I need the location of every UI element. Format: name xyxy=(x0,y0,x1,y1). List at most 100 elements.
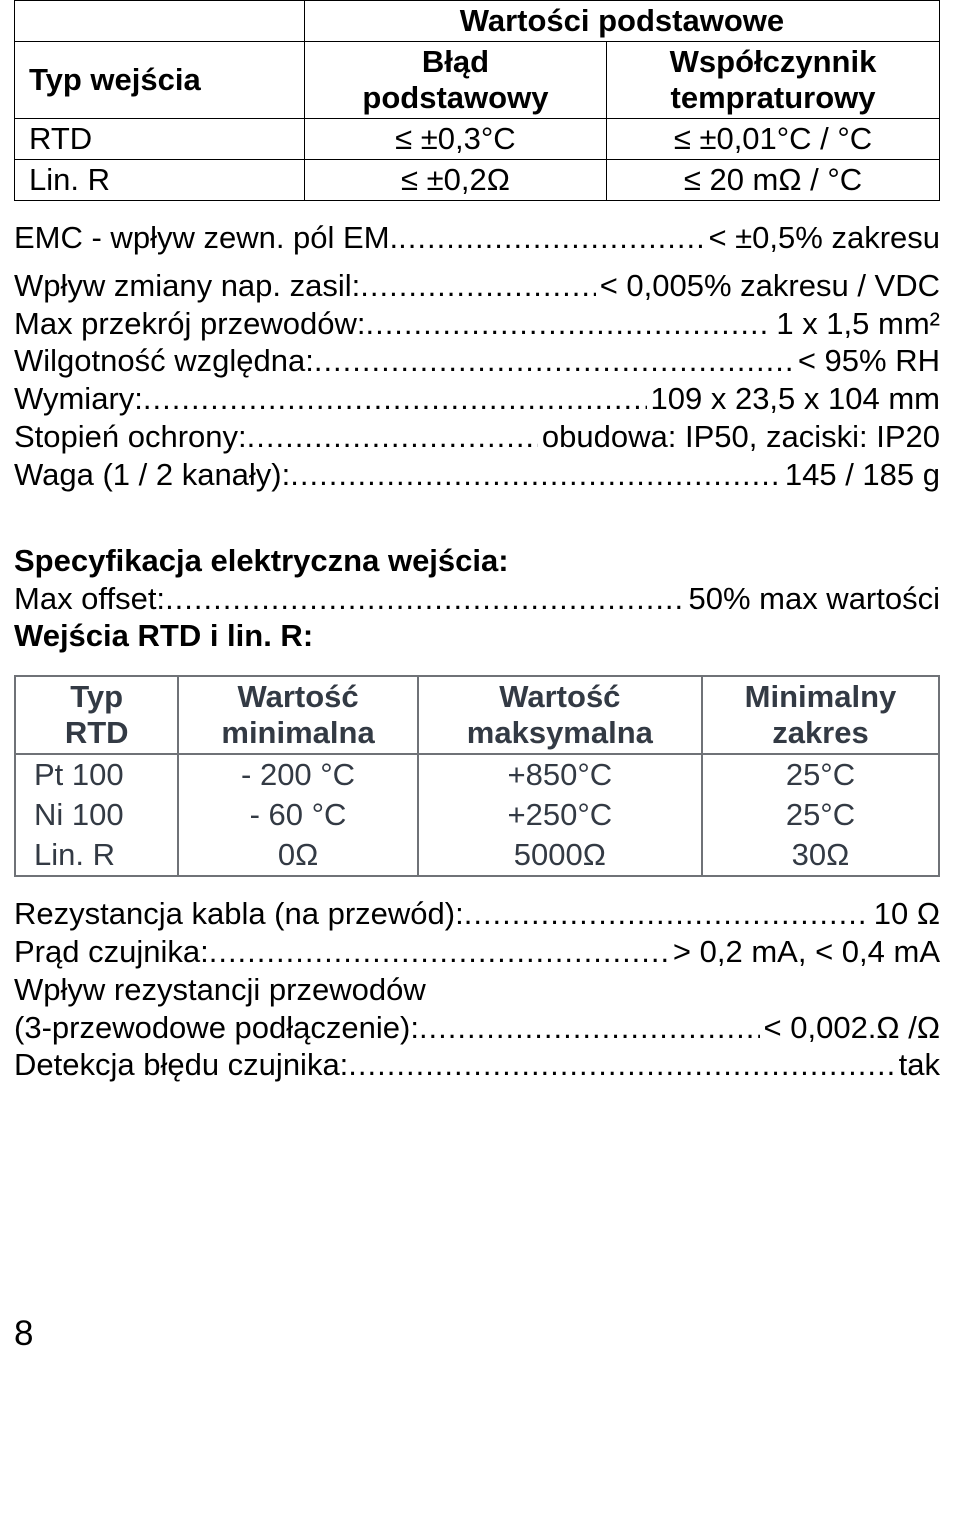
t2-r1-min: - 60 °C xyxy=(178,795,417,835)
spec-value: < 0,005% zakresu / VDC xyxy=(596,267,940,305)
t2-r1-type: Ni 100 xyxy=(15,795,178,835)
t2-r0-min: - 200 °C xyxy=(178,754,417,795)
spec-label: Prąd czujnika: xyxy=(14,933,209,971)
table1-r0-err: ≤ ±0,3°C xyxy=(304,119,606,160)
t2-h2a: Wartość xyxy=(189,679,406,715)
spec-line: Detekcja błędu czujnika: tak xyxy=(14,1046,940,1084)
spec-line: Wymiary: 109 x 23,5 x 104 mm xyxy=(14,380,940,418)
specs-section-bottom: Rezystancja kabla (na przewód): 10 Ω Prą… xyxy=(14,895,940,1084)
spec-line: Rezystancja kabla (na przewód): 10 Ω xyxy=(14,895,940,933)
spec-label: Detekcja błędu czujnika: xyxy=(14,1046,348,1084)
table1-r1-err: ≤ ±0,2Ω xyxy=(304,160,606,201)
document-page: Wartości podstawowe Typ wejścia Błąd pod… xyxy=(0,0,960,1354)
table1-header-row: Typ wejścia Błąd podstawowy Współczynnik… xyxy=(15,42,940,119)
table1-h1: Typ wejścia xyxy=(15,42,305,119)
t2-r0-type: Pt 100 xyxy=(15,754,178,795)
table-row: Pt 100 - 200 °C +850°C 25°C xyxy=(15,754,939,795)
spec-line: EMC - wpływ zewn. pól EM. < ±0,5% zakres… xyxy=(14,219,940,257)
spec-label: Max przekrój przewodów: xyxy=(14,305,365,343)
t2-r0-range: 25°C xyxy=(702,754,939,795)
spec-value: < 0,002.Ω /Ω xyxy=(760,1009,940,1047)
t2-h4b: zakres xyxy=(713,715,928,751)
t2-r1-range: 25°C xyxy=(702,795,939,835)
table2-header-row: Typ RTD Wartość minimalna Wartość maksym… xyxy=(15,676,939,754)
spec-line: Max offset: 50% max wartości xyxy=(14,580,940,618)
spec-value: < 95% RH xyxy=(794,342,940,380)
table1-r0-coef: ≤ ±0,01°C / °C xyxy=(607,119,940,160)
table1-r1-type: Lin. R xyxy=(15,160,305,201)
spec-value: > 0,2 mA, < 0,4 mA xyxy=(669,933,940,971)
table-row: Ni 100 - 60 °C +250°C 25°C xyxy=(15,795,939,835)
spec-line: Wilgotność względna: < 95% RH xyxy=(14,342,940,380)
table1-title-row: Wartości podstawowe xyxy=(15,1,940,42)
rtd-inputs-table: Typ RTD Wartość minimalna Wartość maksym… xyxy=(14,675,940,877)
table1-h3b: tempraturowy xyxy=(615,80,931,116)
spec-line: Prąd czujnika: > 0,2 mA, < 0,4 mA xyxy=(14,933,940,971)
spec-value: 10 Ω xyxy=(870,895,940,933)
table-row: RTD ≤ ±0,3°C ≤ ±0,01°C / °C xyxy=(15,119,940,160)
t2-r2-min: 0Ω xyxy=(178,835,417,876)
leader-dots xyxy=(360,267,595,305)
spec-value: 50% max wartości xyxy=(684,580,940,618)
spec-value: 145 / 185 g xyxy=(781,456,940,494)
table-row: Lin. R ≤ ±0,2Ω ≤ 20 mΩ / °C xyxy=(15,160,940,201)
leader-dots xyxy=(290,456,781,494)
table2-h1: Typ RTD xyxy=(15,676,178,754)
spec-value: 109 x 23,5 x 104 mm xyxy=(647,380,941,418)
spec-line-plain: Wpływ rezystancji przewodów xyxy=(14,971,940,1009)
t2-r1-max: +250°C xyxy=(418,795,702,835)
t2-r2-range: 30Ω xyxy=(702,835,939,876)
spec-value: tak xyxy=(895,1046,940,1084)
spec-line: Stopień ochrony: obudowa: IP50, zaciski:… xyxy=(14,418,940,456)
spec-label: Waga (1 / 2 kanały): xyxy=(14,456,290,494)
spec-value: 1 x 1,5 mm² xyxy=(772,305,940,343)
leader-dots xyxy=(209,933,669,971)
leader-dots xyxy=(143,380,647,418)
spec-line: Max przekrój przewodów: 1 x 1,5 mm² xyxy=(14,305,940,343)
table-row: Lin. R 0Ω 5000Ω 30Ω xyxy=(15,835,939,876)
table1-r0-type: RTD xyxy=(15,119,305,160)
rtd-inputs-title: Wejścia RTD i lin. R: xyxy=(14,617,940,655)
t2-h3b: maksymalna xyxy=(429,715,691,751)
t2-h1a: Typ xyxy=(26,679,167,715)
table2-h3: Wartość maksymalna xyxy=(418,676,702,754)
t2-h3a: Wartość xyxy=(429,679,691,715)
table1-h3a: Współczynnik xyxy=(615,44,931,80)
page-number: 8 xyxy=(14,1314,940,1354)
specs-section: EMC - wpływ zewn. pól EM. < ±0,5% zakres… xyxy=(14,219,940,655)
blank-cell xyxy=(15,1,305,42)
leader-dots xyxy=(398,219,704,257)
spec-line: Waga (1 / 2 kanały): 145 / 185 g xyxy=(14,456,940,494)
table1-h2: Błąd podstawowy xyxy=(304,42,606,119)
spec-line: Wpływ zmiany nap. zasil: < 0,005% zakres… xyxy=(14,267,940,305)
spec-label: Max offset: xyxy=(14,580,165,618)
section-title-electrical: Specyfikacja elektryczna wejścia: xyxy=(14,542,940,580)
t2-r0-max: +850°C xyxy=(418,754,702,795)
spec-label: Rezystancja kabla (na przewód): xyxy=(14,895,464,933)
t2-h4a: Minimalny xyxy=(713,679,928,715)
spec-label: Wilgotność względna: xyxy=(14,342,314,380)
leader-dots xyxy=(314,342,794,380)
table2-h4: Minimalny zakres xyxy=(702,676,939,754)
table2-h2: Wartość minimalna xyxy=(178,676,417,754)
table1-r1-coef: ≤ 20 mΩ / °C xyxy=(607,160,940,201)
leader-dots xyxy=(348,1046,894,1084)
table1-h2b: podstawowy xyxy=(313,80,598,116)
spec-label: Wymiary: xyxy=(14,380,143,418)
spec-line: (3-przewodowe podłączenie): < 0,002.Ω /Ω xyxy=(14,1009,940,1047)
leader-dots xyxy=(165,580,684,618)
spec-value: < ±0,5% zakresu xyxy=(704,219,940,257)
leader-dots xyxy=(464,895,870,933)
spec-label: (3-przewodowe podłączenie): xyxy=(14,1009,419,1047)
t2-h2b: minimalna xyxy=(189,715,406,751)
spec-label: Stopień ochrony: xyxy=(14,418,247,456)
spec-label: EMC - wpływ zewn. pól EM. xyxy=(14,219,398,257)
table1-h2a: Błąd xyxy=(313,44,598,80)
table1-h3: Współczynnik tempraturowy xyxy=(607,42,940,119)
t2-r2-max: 5000Ω xyxy=(418,835,702,876)
spec-label: Wpływ zmiany nap. zasil: xyxy=(14,267,360,305)
t2-h1b: RTD xyxy=(26,715,167,751)
basic-values-table: Wartości podstawowe Typ wejścia Błąd pod… xyxy=(14,0,940,201)
leader-dots xyxy=(419,1009,760,1047)
leader-dots xyxy=(247,418,538,456)
